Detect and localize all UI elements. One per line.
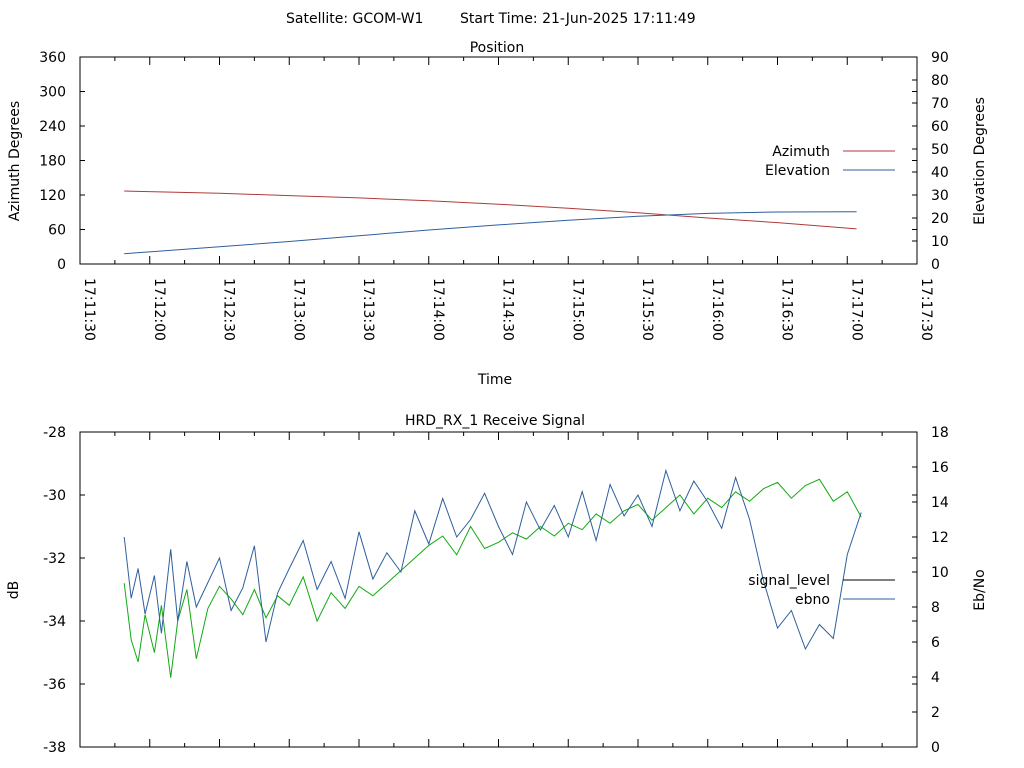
y2-tick-label: 70 — [931, 96, 949, 112]
y2-tick-label: 0 — [931, 257, 940, 273]
azimuth-axis-label: Azimuth Degrees — [7, 101, 23, 221]
legend-elevation-label: Elevation — [765, 163, 830, 179]
x-tick-label: 17:13:30 — [360, 278, 376, 341]
y-tick-label: 300 — [39, 85, 66, 101]
y2-tick-label: 80 — [931, 73, 949, 89]
y2-tick-label: 10 — [931, 234, 949, 250]
signal-chart-title: HRD_RX_1 Receive Signal — [405, 413, 585, 429]
y-tick-label: 360 — [39, 50, 66, 66]
y2-tick-label: 30 — [931, 188, 949, 204]
y-tick-label: -36 — [43, 677, 66, 693]
series-line-1 — [123, 468, 862, 651]
position-plot-frame — [79, 56, 918, 265]
start-time-label: Start Time: 21-Jun-2025 17:11:49 — [460, 11, 696, 27]
x-tick-label: 17:15:30 — [639, 278, 655, 341]
signal-plot-frame — [79, 431, 918, 748]
y2-tick-label: 50 — [931, 142, 949, 158]
y2-tick-label: 8 — [931, 600, 940, 616]
y2-tick-label: 14 — [931, 495, 949, 511]
x-tick-label: 17:16:30 — [779, 278, 795, 341]
x-tick-label: 17:12:30 — [221, 278, 237, 341]
y2-tick-label: 90 — [931, 50, 949, 66]
y2-tick-label: 40 — [931, 165, 949, 181]
legend-ebno-label: ebno — [795, 592, 830, 608]
y-tick-label: -30 — [43, 488, 66, 504]
y2-tick-label: 10 — [931, 565, 949, 581]
legend-azimuth-label: Azimuth — [772, 144, 830, 160]
y-tick-label: 120 — [39, 188, 66, 204]
y-tick-label: -28 — [43, 425, 66, 441]
y2-tick-label: 4 — [931, 670, 940, 686]
ebno-axis-label: Eb/No — [972, 569, 988, 611]
x-tick-label: 17:14:30 — [500, 278, 516, 341]
x-tick-label: 17:16:00 — [709, 278, 725, 341]
x-tick-label: 17:14:00 — [430, 278, 446, 341]
y2-tick-label: 12 — [931, 530, 949, 546]
elevation-line — [124, 211, 857, 255]
y-tick-label: 60 — [48, 223, 66, 239]
y-tick-label: 180 — [39, 154, 66, 170]
y2-tick-label: 2 — [931, 705, 940, 721]
satellite-label: Satellite: GCOM-W1 — [286, 11, 423, 27]
y2-tick-label: 6 — [931, 635, 940, 651]
y2-tick-label: 16 — [931, 460, 949, 476]
x-tick-label: 17:11:30 — [81, 278, 97, 341]
y-tick-label: -34 — [43, 614, 66, 630]
elevation-axis-label: Elevation Degrees — [972, 97, 988, 225]
x-tick-label: 17:15:00 — [569, 278, 585, 341]
y2-tick-label: 20 — [931, 211, 949, 227]
series-line-0 — [123, 478, 862, 678]
position-chart-title: Position — [470, 40, 525, 56]
position-series — [124, 190, 857, 255]
db-axis-label: dB — [6, 581, 22, 600]
y-tick-label: -32 — [43, 551, 66, 567]
y2-tick-label: 18 — [931, 425, 949, 441]
y2-tick-label: 60 — [931, 119, 949, 135]
x-tick-label: 17:12:00 — [151, 278, 167, 341]
legend-signal-level-label: signal_level — [748, 573, 830, 589]
azimuth-line — [124, 190, 857, 230]
x-tick-label: 17:17:00 — [848, 278, 864, 341]
signal-axes: -38 -36 -34 -32 -30 -28 0 2 4 6 8 10 12 14 16 18 — [43, 425, 949, 756]
y2-tick-label: 0 — [931, 740, 940, 756]
x-tick-label: 17:17:30 — [918, 278, 934, 341]
position-axes: 0 60 120 180 240 300 360 0 10 20 30 40 50 60 70 80 90 17:… — [39, 50, 949, 341]
y-tick-label: 0 — [57, 257, 66, 273]
time-axis-label: Time — [477, 372, 512, 388]
x-tick-label: 17:13:00 — [290, 278, 306, 341]
y-tick-label: 240 — [39, 119, 66, 135]
signal-series — [123, 468, 862, 678]
y-tick-label: -38 — [43, 740, 66, 756]
